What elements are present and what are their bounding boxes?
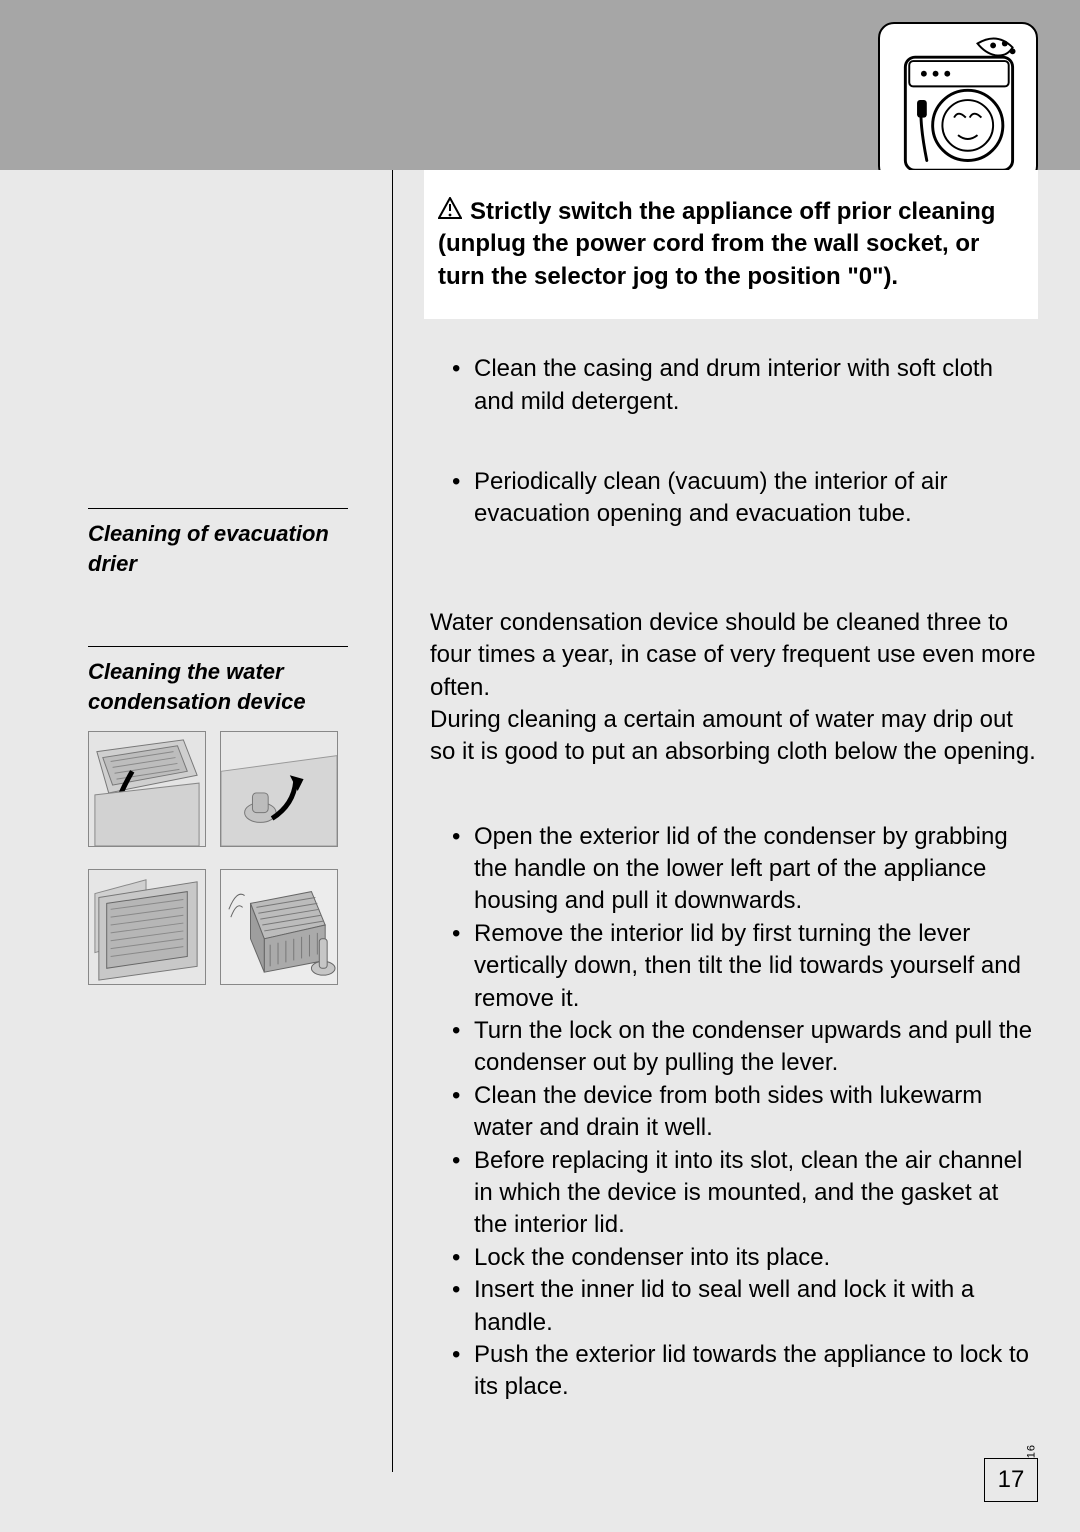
- figure-condenser-slot: [88, 869, 206, 985]
- content-area: Cleaning of evacuation drier Cleaning th…: [88, 170, 1038, 1532]
- section1-bullets: Periodically clean (vacuum) the interior…: [424, 466, 1038, 531]
- bullet-step-1: Open the exterior lid of the condenser b…: [452, 821, 1038, 918]
- bullet-step-2: Remove the interior lid by first turning…: [452, 918, 1038, 1015]
- left-column: Cleaning of evacuation drier Cleaning th…: [88, 170, 368, 1532]
- section-heading-condensation: Cleaning the water condensation device: [88, 646, 348, 716]
- warning-triangle-icon: [438, 196, 464, 228]
- bullet-step-7: Insert the inner lid to seal well and lo…: [452, 1274, 1038, 1339]
- bullet-step-3: Turn the lock on the condenser upwards a…: [452, 1015, 1038, 1080]
- right-column: Strictly switch the appliance off prior …: [424, 170, 1038, 1532]
- figure-open-lid: [88, 731, 206, 847]
- section2-paragraph: Water condensation device should be clea…: [424, 607, 1038, 769]
- page-number-box: 17: [984, 1458, 1038, 1502]
- column-divider: [392, 170, 393, 1472]
- section2-bullets: Open the exterior lid of the condenser b…: [424, 821, 1038, 1404]
- bullet-step-8: Push the exterior lid towards the applia…: [452, 1339, 1038, 1404]
- intro-bullets: Clean the casing and drum interior with …: [424, 353, 1038, 418]
- bullet-casing: Clean the casing and drum interior with …: [452, 353, 1038, 418]
- bullet-step-4: Clean the device from both sides with lu…: [452, 1080, 1038, 1145]
- warning-text: Strictly switch the appliance off prior …: [438, 198, 995, 290]
- figure-row-1: [88, 731, 368, 847]
- maintenance-mascot-icon: [878, 22, 1038, 182]
- figure-turn-lever: [220, 731, 338, 847]
- bullet-vacuum: Periodically clean (vacuum) the interior…: [452, 466, 1038, 531]
- page-number: 17: [998, 1466, 1025, 1494]
- bullet-step-6: Lock the condenser into its place.: [452, 1242, 1038, 1274]
- bullet-step-5: Before replacing it into its slot, clean…: [452, 1145, 1038, 1242]
- section-heading-evacuation: Cleaning of evacuation drier: [88, 508, 348, 578]
- warning-box: Strictly switch the appliance off prior …: [424, 170, 1038, 319]
- figure-condenser-removed: [220, 869, 338, 985]
- figure-row-2: [88, 869, 368, 985]
- manual-page: Cleaning of evacuation drier Cleaning th…: [0, 0, 1080, 1532]
